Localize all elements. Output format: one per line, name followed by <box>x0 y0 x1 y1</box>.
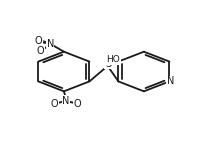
Text: O: O <box>35 36 42 46</box>
Text: O: O <box>51 99 58 109</box>
Text: O: O <box>37 46 45 56</box>
Text: N: N <box>62 96 70 106</box>
Text: N: N <box>167 76 174 86</box>
Text: N: N <box>46 39 54 49</box>
Text: HO: HO <box>106 55 120 64</box>
Text: O: O <box>74 99 81 109</box>
Text: S: S <box>105 59 111 69</box>
